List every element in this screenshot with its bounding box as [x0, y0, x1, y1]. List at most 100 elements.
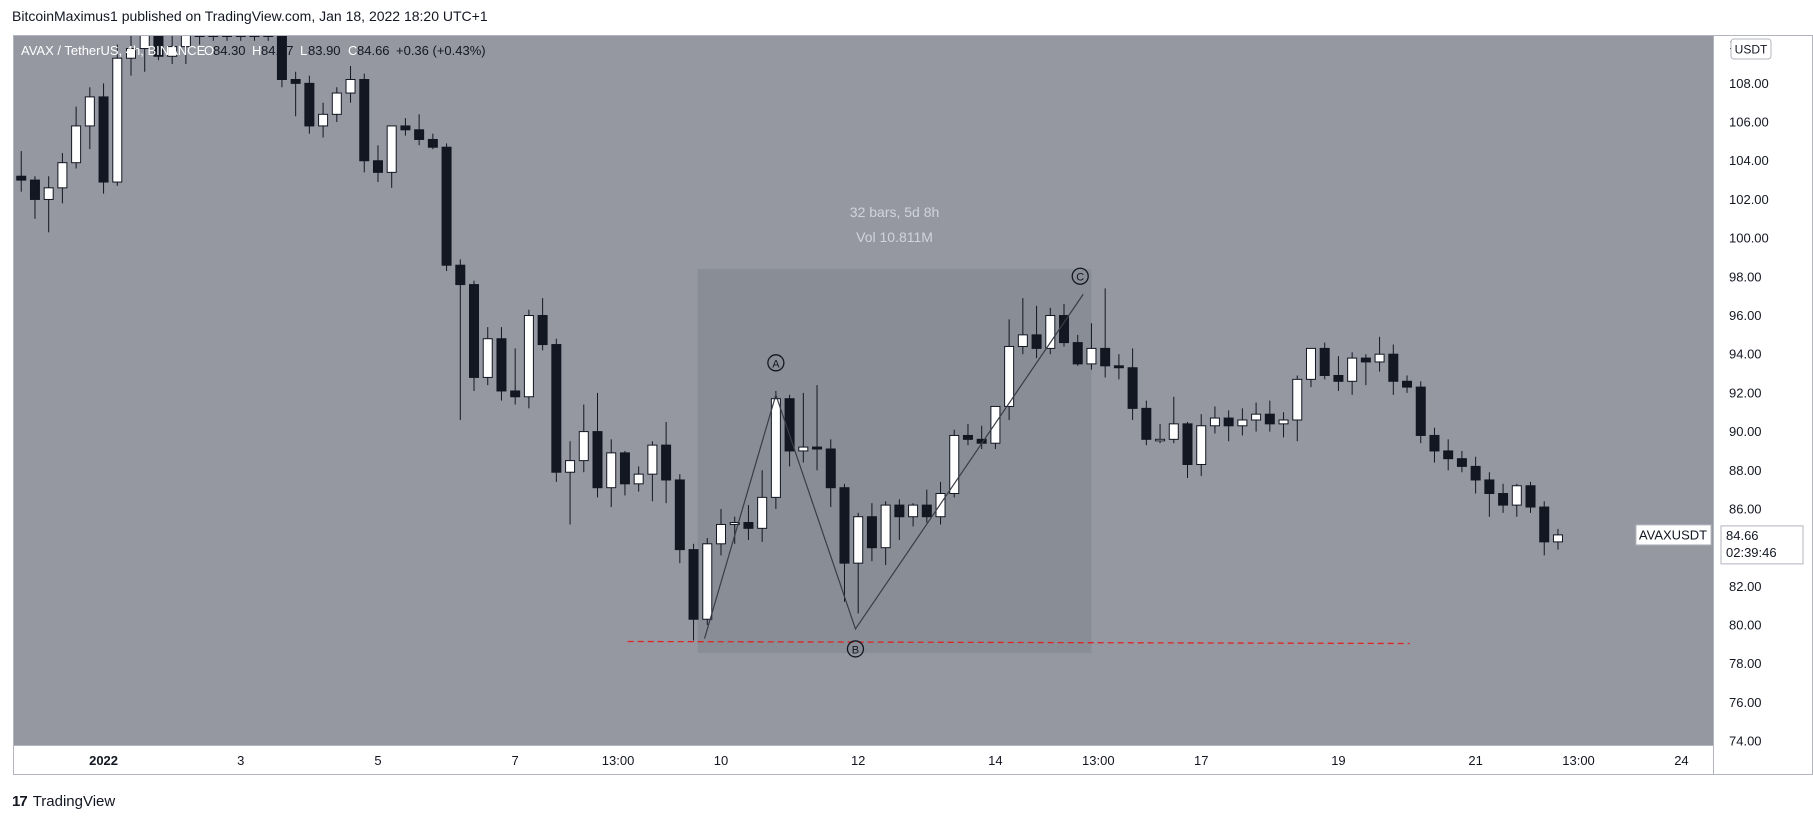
candle-body — [125, 48, 136, 59]
candle — [606, 439, 617, 508]
price-tick-label: 74.00 — [1729, 734, 1762, 749]
publisher-header: BitcoinMaximus1 published on TradingView… — [12, 8, 488, 24]
candle — [469, 280, 480, 391]
time-tick-label: 13:00 — [1082, 753, 1115, 768]
candle-body — [400, 125, 411, 131]
candle — [523, 309, 534, 409]
candle — [1168, 396, 1179, 444]
candle — [537, 298, 548, 351]
symbol-tag: AVAXUSDT — [1639, 527, 1707, 542]
candle — [1511, 483, 1522, 517]
time-tick-label: 2022 — [89, 753, 118, 768]
time-tick-label: 12 — [851, 753, 865, 768]
candle — [43, 176, 54, 233]
candle — [1072, 334, 1083, 366]
candle-body — [839, 487, 850, 564]
candle-body — [345, 78, 356, 94]
candle-body — [318, 113, 329, 127]
candle-body — [482, 338, 493, 378]
candle-body — [71, 125, 82, 164]
time-axis: 2022 3 5 7 13:00 10 12 14 13:00 17 19 21 13:00 24 — [89, 753, 1689, 768]
symbol-tag-box — [1635, 524, 1712, 546]
candle — [825, 439, 836, 508]
candle-body — [180, 35, 191, 48]
candle — [729, 516, 740, 544]
low-label: L — [300, 43, 307, 58]
candle — [551, 338, 562, 482]
tradingview-logo-icon: 17 — [12, 793, 28, 810]
chart-area[interactable]: A B C 32 bars, 5d 8h Vol 10.811M AVAX / Tethe… — [13, 35, 1813, 782]
candle — [1237, 408, 1248, 436]
candle-body — [825, 448, 836, 489]
candle-body — [1072, 342, 1083, 365]
candle-body — [1004, 345, 1015, 407]
candle-body — [1141, 407, 1152, 440]
price-tick-label: 90.00 — [1729, 424, 1762, 439]
wave-label-b: B — [846, 640, 865, 658]
candle — [990, 405, 1001, 450]
candle — [1470, 456, 1481, 494]
candle-body — [1017, 334, 1028, 347]
time-tick-label: 7 — [512, 753, 519, 768]
candle-body — [359, 78, 370, 162]
candle — [688, 543, 699, 641]
time-tick-label: 19 — [1331, 753, 1345, 768]
candle-body — [1223, 417, 1234, 427]
candle — [139, 35, 150, 72]
candle — [29, 176, 40, 219]
time-axis-background — [13, 745, 1713, 775]
candle — [1525, 481, 1536, 513]
open-label: O — [204, 43, 214, 58]
candle — [839, 483, 850, 602]
candle — [770, 390, 781, 509]
candle — [386, 125, 397, 188]
candle-body — [1552, 534, 1563, 543]
candle-body — [43, 187, 54, 200]
candle-body — [276, 35, 287, 80]
candle-body — [16, 175, 27, 181]
candle-body — [112, 57, 123, 183]
time-tick-label: 10 — [714, 753, 728, 768]
candle-body — [1305, 347, 1316, 380]
time-tick-label: 21 — [1468, 753, 1482, 768]
candle-body — [496, 338, 507, 392]
candle-body — [1196, 425, 1207, 465]
candle — [1292, 375, 1303, 442]
tradingview-logo[interactable]: 17 TradingView — [12, 793, 115, 810]
price-tick-label: 80.00 — [1729, 618, 1762, 633]
price-tick-label: 78.00 — [1729, 656, 1762, 671]
candle-body — [894, 504, 905, 518]
candle — [619, 450, 630, 496]
candle — [400, 118, 411, 136]
candlestick-chart[interactable]: A B C 32 bars, 5d 8h Vol 10.811M AVAX / Tethe… — [13, 35, 1813, 782]
candle-body — [1168, 423, 1179, 440]
candle-body — [290, 78, 301, 84]
candle — [1484, 472, 1495, 517]
candle — [98, 83, 109, 194]
candle — [1456, 450, 1467, 473]
price-tick-label: 108.00 — [1729, 76, 1769, 91]
wave-label-text: B — [852, 644, 859, 656]
candle-body — [1209, 417, 1220, 427]
candle-body — [674, 479, 685, 551]
measure-bars-label: 32 bars, 5d 8h — [850, 204, 940, 220]
candle — [1113, 354, 1124, 380]
candle — [510, 348, 521, 405]
candles — [16, 35, 1563, 641]
candle — [798, 392, 809, 463]
candle — [853, 512, 864, 614]
low-value: 83.90 — [308, 43, 341, 58]
candle — [276, 35, 287, 88]
close-label: C — [348, 43, 357, 58]
measure-vol-label: Vol 10.811M — [856, 229, 933, 245]
candle-body — [455, 264, 466, 286]
candle — [812, 385, 823, 471]
time-tick-label: 13:00 — [602, 753, 635, 768]
price-tag: 84.66 — [1726, 528, 1759, 543]
time-tick-label: 17 — [1194, 753, 1208, 768]
high-value: 84.97 — [261, 43, 294, 58]
candle — [894, 499, 905, 540]
candle — [880, 501, 891, 566]
candle — [290, 71, 301, 117]
